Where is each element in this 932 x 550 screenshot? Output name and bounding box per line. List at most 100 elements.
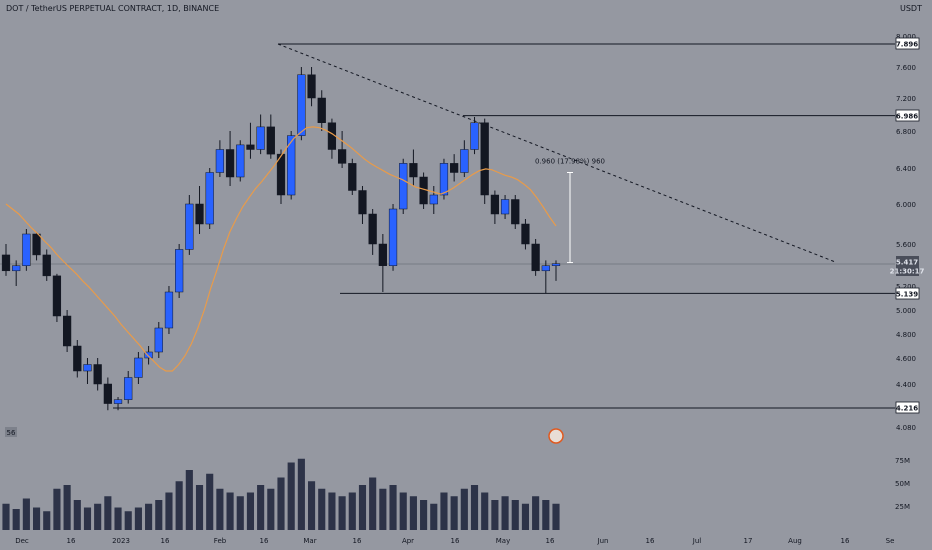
price-badge xyxy=(895,109,920,122)
candle-body xyxy=(541,265,550,272)
price-tick-label: 6.400 xyxy=(896,165,916,173)
candle-body xyxy=(205,172,214,225)
horizontal-levels xyxy=(0,43,895,409)
volume-bar xyxy=(206,473,214,530)
time-tick-label: 16 xyxy=(546,537,555,545)
candle-body xyxy=(124,377,133,400)
volume-bar xyxy=(379,488,387,530)
candle-body xyxy=(287,135,296,196)
candle-body xyxy=(276,153,286,196)
candle-body xyxy=(185,203,194,250)
candle-body xyxy=(22,233,31,266)
price-tick-label: 6.800 xyxy=(896,128,916,136)
price-tick-label: 5.000 xyxy=(896,307,916,315)
price-axis: 8.000 7.600 7.200 6.800 6.400 6.000 5.600 5.200… xyxy=(896,33,916,432)
volume-bar xyxy=(185,470,193,530)
candle-body xyxy=(113,399,123,404)
price-tick-label: 4.400 xyxy=(896,381,916,389)
candle-body xyxy=(215,149,225,173)
volume-bar xyxy=(521,503,530,530)
volume-badge xyxy=(5,427,17,437)
price-badge xyxy=(896,256,919,267)
volume-bar xyxy=(216,488,224,530)
candle-body xyxy=(378,243,387,266)
time-tick-label: 16 xyxy=(353,537,362,545)
candle-body xyxy=(429,194,438,205)
trendline xyxy=(277,43,835,262)
candle-body xyxy=(450,163,459,173)
price-tick-label: 8.000 xyxy=(896,33,916,41)
candle-body xyxy=(297,74,306,136)
volume-axis: 75M 50M 25M 56 xyxy=(5,427,910,511)
volume-bar xyxy=(420,500,428,530)
price-badge xyxy=(895,401,920,414)
price-tick-label: 7.600 xyxy=(896,64,916,72)
volume-bar xyxy=(501,496,509,530)
volume-bar xyxy=(155,500,163,530)
time-axis: Dec 16 2023 16 Feb 16 Mar 16 Apr 16 May 16 Jun 16 Jul 1… xyxy=(15,537,894,545)
moving-average-line xyxy=(5,126,557,372)
volume-bar xyxy=(481,492,489,530)
volume-bar xyxy=(63,485,71,530)
candle-body xyxy=(500,199,510,215)
volume-bar xyxy=(307,481,316,530)
candle-body xyxy=(73,345,82,372)
price-badge-label: 21:30:17 xyxy=(890,268,925,276)
volume-bar xyxy=(22,498,30,530)
price-badge-label: 4.216 xyxy=(896,405,918,413)
volume-bar xyxy=(145,503,153,530)
volume-bar xyxy=(267,488,275,530)
price-tick-label: 6.000 xyxy=(896,201,916,209)
volume-bar xyxy=(430,503,438,530)
measure-tool: 0.960 (17.98%) 960 xyxy=(535,157,605,264)
candle-body xyxy=(52,275,62,317)
currency-label: USDT xyxy=(900,4,922,13)
price-badge xyxy=(895,287,920,300)
candle-body xyxy=(551,263,561,266)
volume-bar xyxy=(532,496,540,530)
candle-body xyxy=(307,74,316,99)
volume-bar xyxy=(297,458,305,530)
volume-bar xyxy=(104,496,112,530)
volume-bar xyxy=(2,503,10,530)
volume-bar xyxy=(338,496,346,530)
time-tick-label: 16 xyxy=(451,537,460,545)
measure-label: 0.960 (17.98%) 960 xyxy=(535,157,605,165)
time-tick-label: Jun xyxy=(597,537,609,545)
time-tick-label: 16 xyxy=(67,537,76,545)
time-tick-label: Aug xyxy=(788,537,802,545)
candle-body xyxy=(368,213,377,245)
candle-body xyxy=(470,122,479,150)
time-tick-label: Se xyxy=(886,537,895,545)
volume-bar xyxy=(399,492,407,530)
volume-bar xyxy=(114,507,122,530)
volume-badge-label: 56 xyxy=(7,429,16,437)
candle-body xyxy=(246,144,255,150)
volume-bar xyxy=(12,509,20,530)
price-tick-label: 4.800 xyxy=(896,331,916,339)
volume-bar xyxy=(246,492,255,530)
price-tick-label: 4.600 xyxy=(896,355,916,363)
time-tick-label: Apr xyxy=(402,537,414,545)
volume-bar xyxy=(409,496,417,530)
time-tick-label: 16 xyxy=(646,537,655,545)
candle-body xyxy=(337,149,347,164)
time-tick-label: Feb xyxy=(214,537,227,545)
candle-body xyxy=(256,126,265,150)
volume-bar xyxy=(369,477,377,530)
volume-bar xyxy=(43,511,51,530)
time-tick-label: 2023 xyxy=(112,537,130,545)
candle-body xyxy=(511,199,520,225)
volume-bar xyxy=(124,511,132,530)
volume-bar xyxy=(175,481,183,530)
candle-body xyxy=(480,122,489,196)
volume-bar xyxy=(460,488,468,530)
time-tick-label: May xyxy=(496,537,510,545)
candle-body xyxy=(164,291,174,329)
volume-bar xyxy=(318,488,326,530)
candle-body xyxy=(266,126,275,155)
price-badge-label: 6.986 xyxy=(896,113,918,121)
volume-bar xyxy=(491,500,499,530)
price-tick-label: 4.080 xyxy=(896,424,916,432)
